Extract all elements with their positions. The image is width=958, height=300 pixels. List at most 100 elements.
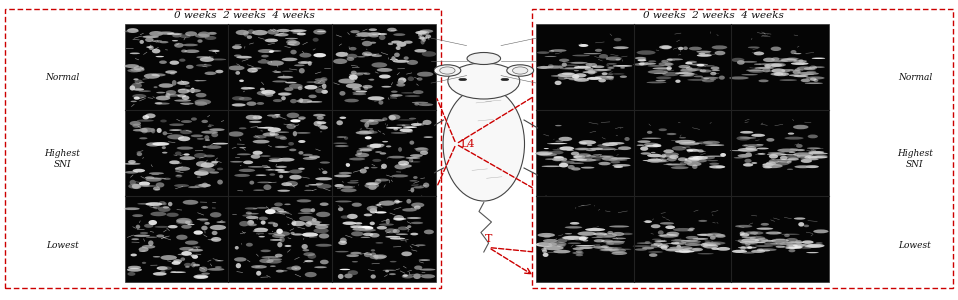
Ellipse shape [133,129,144,131]
Ellipse shape [740,233,749,237]
Ellipse shape [393,218,406,220]
Ellipse shape [201,130,218,134]
Ellipse shape [166,94,180,97]
Ellipse shape [620,249,631,250]
Ellipse shape [163,202,167,205]
Ellipse shape [172,34,182,38]
Ellipse shape [784,234,789,237]
Ellipse shape [171,40,178,41]
Ellipse shape [299,98,303,103]
Ellipse shape [561,236,580,239]
Ellipse shape [307,101,322,103]
Ellipse shape [791,69,804,72]
Ellipse shape [304,252,315,256]
Ellipse shape [751,250,765,253]
Ellipse shape [392,94,402,97]
Ellipse shape [274,202,283,206]
Ellipse shape [132,184,142,189]
Ellipse shape [391,91,398,93]
Ellipse shape [139,247,148,252]
Ellipse shape [356,56,365,57]
Ellipse shape [157,266,168,270]
Ellipse shape [147,142,161,147]
Ellipse shape [649,60,656,62]
Ellipse shape [285,38,298,39]
Ellipse shape [595,147,615,150]
Ellipse shape [649,253,657,257]
Ellipse shape [167,213,179,217]
Ellipse shape [670,154,678,159]
Ellipse shape [570,222,580,225]
Ellipse shape [690,158,701,159]
Ellipse shape [127,28,139,33]
Ellipse shape [794,165,811,168]
Ellipse shape [572,74,580,79]
Ellipse shape [274,114,281,116]
Ellipse shape [313,80,326,84]
Ellipse shape [257,182,272,183]
Ellipse shape [769,154,778,159]
Ellipse shape [409,180,418,182]
Ellipse shape [570,162,584,164]
Ellipse shape [661,60,668,63]
Ellipse shape [167,33,183,35]
Text: Normal: Normal [45,74,80,82]
Ellipse shape [249,181,254,184]
Ellipse shape [771,57,780,61]
Ellipse shape [156,96,171,100]
Ellipse shape [620,76,627,78]
Ellipse shape [757,248,764,251]
Ellipse shape [559,64,580,66]
Ellipse shape [148,172,164,175]
Ellipse shape [278,92,292,96]
Ellipse shape [134,80,143,84]
Ellipse shape [157,128,162,133]
Ellipse shape [419,123,424,126]
Ellipse shape [264,38,278,42]
Ellipse shape [804,67,815,70]
Ellipse shape [743,163,753,167]
Ellipse shape [348,270,358,275]
Ellipse shape [602,245,608,248]
Ellipse shape [801,159,812,163]
Ellipse shape [370,233,379,238]
Ellipse shape [659,161,669,162]
Ellipse shape [550,151,563,154]
Ellipse shape [704,241,710,243]
Ellipse shape [670,247,684,249]
Bar [733,111,827,195]
Ellipse shape [413,186,424,188]
Ellipse shape [316,212,331,217]
Ellipse shape [690,64,708,65]
Ellipse shape [163,206,170,208]
Ellipse shape [570,62,587,64]
Ellipse shape [259,217,268,220]
Ellipse shape [763,163,774,166]
Ellipse shape [319,126,328,130]
Ellipse shape [376,151,382,153]
Ellipse shape [777,148,797,152]
Ellipse shape [757,144,764,145]
Ellipse shape [579,236,587,241]
Ellipse shape [793,60,808,62]
Ellipse shape [304,190,313,191]
Ellipse shape [372,62,387,68]
Ellipse shape [794,246,803,248]
Ellipse shape [797,66,812,70]
Ellipse shape [291,221,306,226]
Ellipse shape [645,145,661,147]
Ellipse shape [416,31,427,34]
Ellipse shape [364,86,368,90]
Ellipse shape [501,78,509,80]
Ellipse shape [188,186,199,188]
Ellipse shape [302,232,318,237]
Ellipse shape [751,134,765,137]
Ellipse shape [132,214,143,217]
Ellipse shape [650,224,660,228]
Ellipse shape [403,126,417,128]
Ellipse shape [378,224,394,226]
Ellipse shape [787,158,799,160]
Ellipse shape [178,136,191,141]
Ellipse shape [274,211,289,214]
Ellipse shape [468,52,500,64]
